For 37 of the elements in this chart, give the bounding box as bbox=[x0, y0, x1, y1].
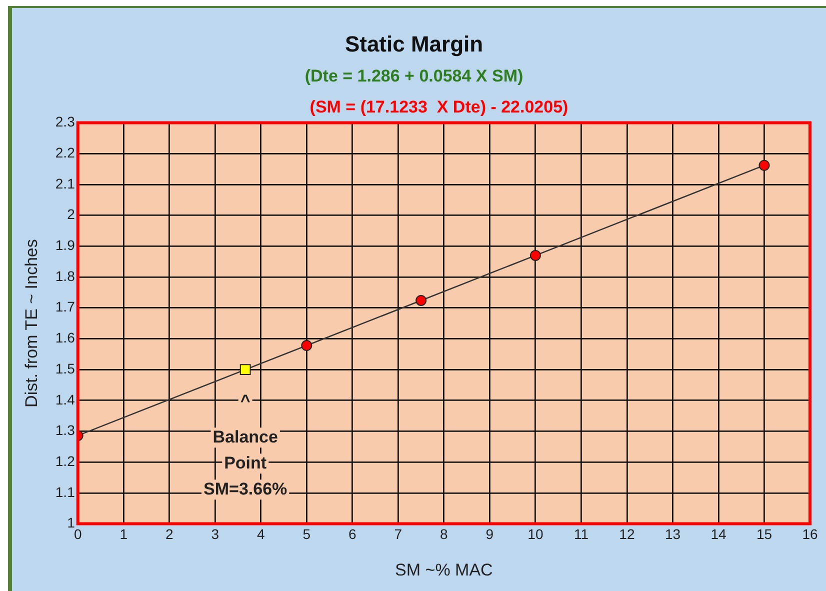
text: (SM = (17.1233 X Dte) - 22.0205) bbox=[310, 98, 568, 117]
x-tick-label: 13 bbox=[664, 526, 681, 542]
y-tick-label: 1.1 bbox=[55, 484, 76, 500]
x-tick-label: 4 bbox=[257, 526, 265, 542]
chart-subtitle: (Dte = 1.286 + 0.0584 X SM) bbox=[304, 66, 524, 86]
x-tick-label: 10 bbox=[528, 526, 544, 542]
y-tick-label: 2.2 bbox=[55, 144, 76, 161]
annotation: ^ Balance Point SM=3.66% bbox=[204, 391, 288, 498]
x-tick-label: 5 bbox=[302, 526, 311, 542]
y-tick-label: 1.5 bbox=[55, 360, 76, 376]
y-tick-label: 2.3 bbox=[55, 114, 76, 130]
x-tick-label: 16 bbox=[802, 526, 818, 542]
y-tick-label: 1.2 bbox=[55, 452, 76, 469]
y-tick-label: 1.9 bbox=[55, 237, 76, 254]
x-tick-label: 1 bbox=[120, 526, 128, 542]
x-tick-label: 12 bbox=[619, 526, 635, 542]
x-tick-label: 14 bbox=[710, 526, 726, 542]
y-tick-label: 1.8 bbox=[55, 268, 76, 284]
x-tick-label: 7 bbox=[394, 526, 402, 542]
y-tick-label: 2.1 bbox=[55, 175, 76, 192]
x-tick-label: 6 bbox=[348, 526, 357, 542]
x-tick-label: 3 bbox=[211, 526, 220, 542]
x-tick-label: 8 bbox=[440, 526, 448, 542]
x-tick-label: 2 bbox=[165, 526, 174, 542]
y-tick-label: 1 bbox=[67, 514, 76, 531]
x-tick-label: 0 bbox=[74, 526, 82, 542]
y-tick-label: 1.4 bbox=[55, 391, 76, 408]
y-tick-label: 1.6 bbox=[55, 330, 76, 346]
y-tick-label: 1.3 bbox=[55, 422, 76, 438]
x-tick-label: 11 bbox=[574, 526, 589, 542]
x-tick-label: 9 bbox=[486, 526, 494, 542]
y-axis-title: Dist. from TE ~ Inches bbox=[22, 239, 41, 408]
x-tick-label: 15 bbox=[756, 526, 772, 542]
x-axis-title: SM ~% MAC bbox=[395, 560, 493, 580]
y-tick-label: 2 bbox=[67, 206, 76, 222]
y-tick-label: 1.7 bbox=[55, 298, 76, 315]
chart-title: Static Margin bbox=[344, 31, 484, 56]
